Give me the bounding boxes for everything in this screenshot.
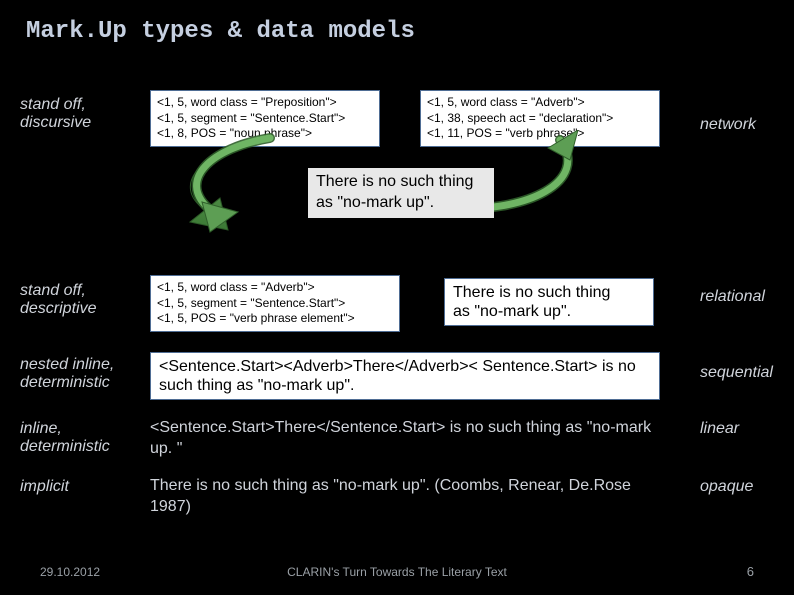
row2-label: stand off,descriptive bbox=[20, 282, 96, 319]
text-4: <Sentence.Start>There</Sentence.Start> i… bbox=[150, 418, 660, 460]
row1-label: stand off,discursive bbox=[20, 96, 91, 133]
row3-label: nested inline,deterministic bbox=[20, 356, 114, 393]
page-title: Mark.Up types & data models bbox=[26, 18, 415, 45]
text-5: There is no such thing as "no-mark up". … bbox=[150, 476, 660, 518]
row3-right: sequential bbox=[700, 364, 773, 382]
row4-label: inline,deterministic bbox=[20, 420, 110, 457]
row4-right: linear bbox=[700, 420, 739, 438]
row5-label: implicit bbox=[20, 478, 69, 496]
row1-right: network bbox=[700, 116, 756, 134]
text-box-3: <Sentence.Start><Adverb>There</Adverb>< … bbox=[150, 352, 660, 400]
footer-page: 6 bbox=[747, 564, 754, 579]
text-box-2b: There is no such thingas "no-mark up". bbox=[444, 278, 654, 326]
row2-right: relational bbox=[700, 288, 765, 306]
code-box-2a: <1, 5, word class = "Adverb"><1, 5, segm… bbox=[150, 275, 400, 332]
row5-right: opaque bbox=[700, 478, 753, 496]
footer-date: 29.10.2012 bbox=[40, 565, 100, 579]
footer-title: CLARIN's Turn Towards The Literary Text bbox=[287, 565, 507, 579]
midtext-box: There is no such thingas "no-mark up". bbox=[308, 168, 494, 218]
